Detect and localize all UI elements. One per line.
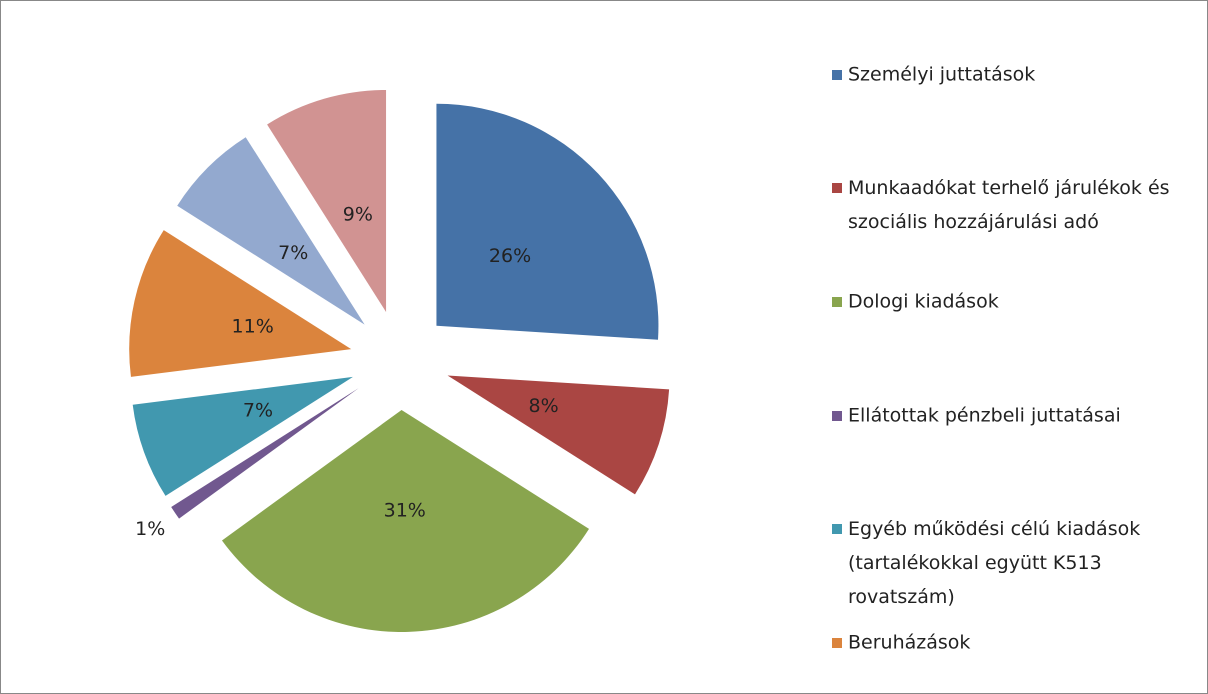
- data-label: 7%: [243, 400, 273, 422]
- legend-label: Egyéb működési célú kiadások (tartalékokk…: [848, 518, 1140, 608]
- legend-swatch: [832, 411, 842, 421]
- legend-label: Személyi juttatások: [848, 64, 1035, 86]
- pie-slice: [436, 103, 659, 340]
- legend-label: Dologi kiadások: [848, 291, 999, 313]
- pie-slice: [221, 409, 590, 632]
- legend-label: Munkaadókat terhelő járulékok és szociáli…: [848, 177, 1170, 233]
- data-label: 8%: [528, 395, 558, 417]
- legend-swatch: [832, 70, 842, 80]
- data-label: 26%: [489, 245, 531, 267]
- legend-swatch: [832, 638, 842, 648]
- data-label: 11%: [232, 316, 274, 338]
- pie-slice: [267, 89, 387, 312]
- pie-slice: [129, 230, 352, 377]
- legend-swatch: [832, 183, 842, 193]
- pie-slice: [177, 137, 365, 325]
- data-label: 9%: [343, 204, 373, 226]
- legend-label: Beruházások: [848, 632, 970, 654]
- legend-swatch: [832, 297, 842, 307]
- legend-label: Ellátottak pénzbeli juttatásai: [848, 405, 1121, 427]
- legend-swatch: [832, 524, 842, 534]
- pie-slice: [132, 376, 353, 496]
- data-label: 1%: [135, 518, 165, 540]
- data-label: 7%: [278, 242, 308, 264]
- pie-slice: [447, 375, 670, 495]
- data-label: 31%: [384, 499, 426, 521]
- pie-slice: [171, 388, 359, 519]
